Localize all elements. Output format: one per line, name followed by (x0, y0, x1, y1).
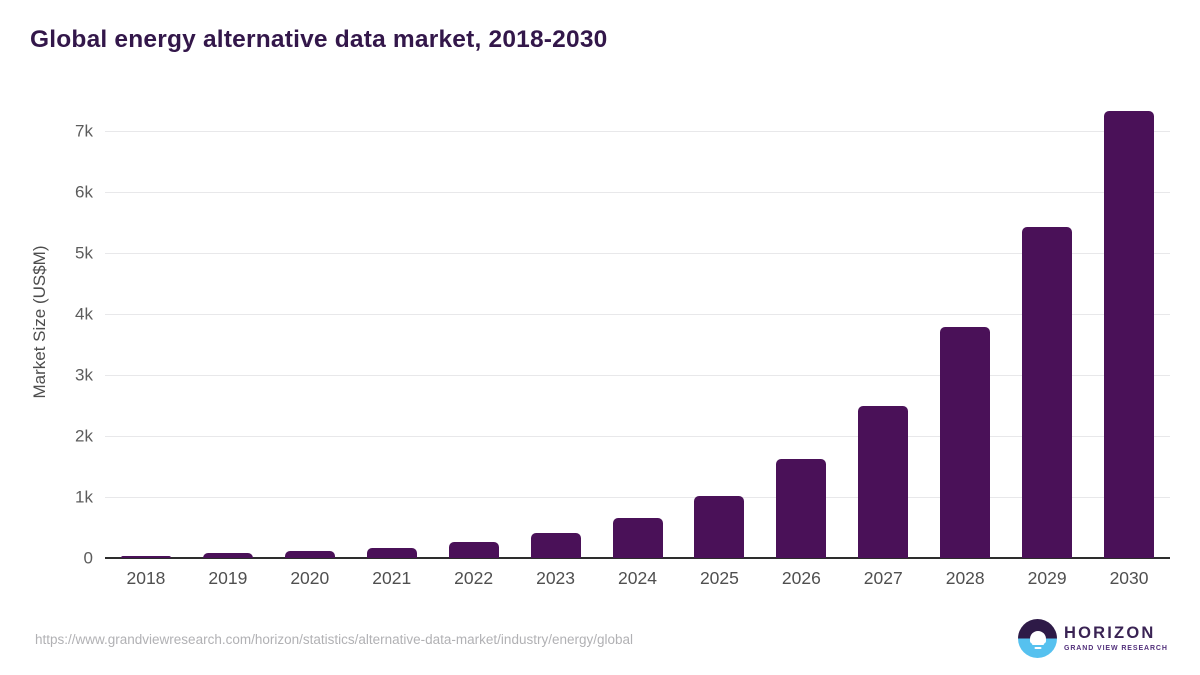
y-tick-label-3k: 3k (75, 365, 93, 385)
x-tick-label-2024: 2024 (618, 568, 657, 588)
bar-2018 (120, 555, 171, 558)
wave-icon (1031, 643, 1044, 645)
x-tick-label-2030: 2030 (1109, 568, 1149, 588)
bar-2020 (284, 550, 335, 558)
x-tick-label-2023: 2023 (536, 568, 576, 588)
bar-2022 (448, 542, 499, 558)
gridline-2k (105, 435, 1170, 437)
wave-icon (1034, 647, 1041, 649)
logo-title: HORIZON (1064, 624, 1156, 643)
x-tick-label-2026: 2026 (781, 568, 821, 588)
logo-text: HORIZON GRAND VIEW RESEARCH (1064, 625, 1168, 652)
y-tick-label-2k: 2k (75, 426, 93, 446)
bar-2027 (858, 406, 909, 558)
y-tick-label-0: 0 (83, 548, 93, 568)
x-tick-label-2027: 2027 (863, 568, 903, 588)
source-url: https://www.grandviewresearch.com/horizo… (35, 632, 634, 647)
x-tick-label-2028: 2028 (945, 568, 985, 588)
y-tick-label-7k: 7k (75, 121, 93, 141)
bar-2030 (1104, 110, 1155, 558)
x-tick-label-2018: 2018 (126, 568, 166, 588)
chart-title: Global energy alternative data market, 2… (30, 26, 608, 53)
bar-2024 (612, 518, 663, 558)
y-tick-label-4k: 4k (75, 304, 93, 324)
bar-2023 (530, 533, 581, 558)
gridline-7k (105, 130, 1170, 132)
x-tick-label-2025: 2025 (699, 568, 739, 588)
bar-2019 (202, 553, 253, 558)
x-tick-label-2022: 2022 (454, 568, 494, 588)
horizon-logo-icon (1018, 619, 1057, 658)
gridline-1k (105, 496, 1170, 498)
logo-subtitle: GRAND VIEW RESEARCH (1064, 644, 1168, 652)
y-tick-label-6k: 6k (75, 182, 93, 202)
x-tick-label-2021: 2021 (372, 568, 412, 588)
bar-2025 (694, 496, 745, 558)
x-tick-label-2019: 2019 (208, 568, 248, 588)
gridline-6k (105, 191, 1170, 193)
x-axis-line (105, 557, 1170, 559)
gridline-5k (105, 252, 1170, 254)
bar-2021 (366, 548, 417, 558)
gridline-3k (105, 374, 1170, 376)
x-tick-label-2020: 2020 (290, 568, 330, 588)
x-tick-label-2029: 2029 (1027, 568, 1067, 588)
y-tick-label-1k: 1k (75, 487, 93, 507)
sun-icon (1029, 630, 1046, 644)
bar-2028 (940, 326, 991, 558)
bar-2029 (1022, 227, 1073, 558)
gridline-4k (105, 313, 1170, 315)
bar-2026 (776, 458, 827, 558)
y-tick-label-5k: 5k (75, 243, 93, 263)
plot-area: 0 1k 2k 3k 4k 5k 6k 7k 2018 2019 2020 2021 2022 2023 2… (75, 100, 1170, 588)
horizon-logo: HORIZON GRAND VIEW RESEARCH (1018, 619, 1168, 658)
